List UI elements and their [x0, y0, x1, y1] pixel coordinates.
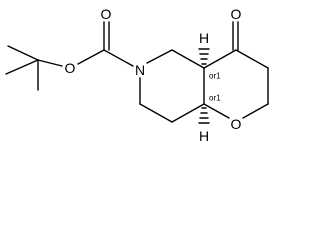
bond — [171, 103, 205, 123]
bond — [77, 49, 105, 65]
structure-diagram: O O N O O H H or1 or1 — [5, 6, 269, 144]
bond — [235, 49, 269, 69]
stereo-labels: or1 or1 — [209, 72, 221, 103]
atom-label: O — [231, 6, 242, 22]
bond — [171, 49, 205, 69]
bond — [37, 59, 63, 67]
atom-label: H — [199, 30, 209, 46]
atom-label: N — [135, 62, 145, 78]
stereo-label: or1 — [209, 72, 221, 81]
atom-label: H — [199, 128, 209, 144]
bonds — [5, 21, 269, 124]
bond — [5, 59, 39, 75]
bond — [7, 45, 39, 61]
bond — [242, 103, 269, 119]
atom-label: O — [231, 116, 242, 132]
atom-label: O — [65, 60, 76, 76]
bond — [203, 103, 230, 119]
bond — [203, 49, 237, 69]
atom-label: O — [101, 6, 112, 22]
bond — [103, 49, 134, 67]
atom-labels: O O N O O H H — [65, 6, 242, 144]
bond — [139, 103, 173, 123]
stereo-label: or1 — [209, 94, 221, 103]
bond — [146, 49, 173, 64]
